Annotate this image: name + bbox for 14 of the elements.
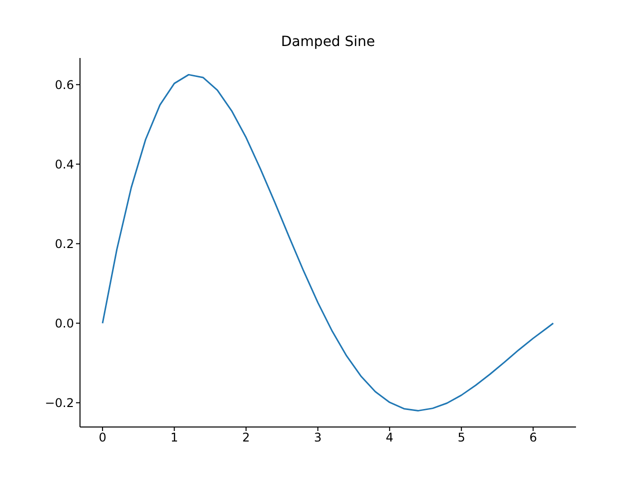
line-series bbox=[102, 74, 554, 412]
x-tick-label: 2 bbox=[242, 430, 250, 445]
x-tick-label: 3 bbox=[314, 430, 322, 445]
x-tick-label: 4 bbox=[386, 430, 394, 445]
y-tick-label: 0.0 bbox=[54, 316, 74, 330]
y-tick-label: 0.4 bbox=[54, 157, 74, 172]
x-tick-label: 0 bbox=[98, 430, 106, 445]
x-tick-label: 5 bbox=[458, 430, 466, 445]
x-tick-label: 6 bbox=[529, 430, 537, 445]
chart-title: Damped Sine bbox=[280, 34, 376, 50]
x-tick-label: 1 bbox=[170, 430, 178, 445]
y-tick-label: 0.2 bbox=[54, 236, 74, 251]
y-tick-label: −0.2 bbox=[44, 396, 74, 410]
y-tick-label: 0.6 bbox=[54, 78, 74, 92]
